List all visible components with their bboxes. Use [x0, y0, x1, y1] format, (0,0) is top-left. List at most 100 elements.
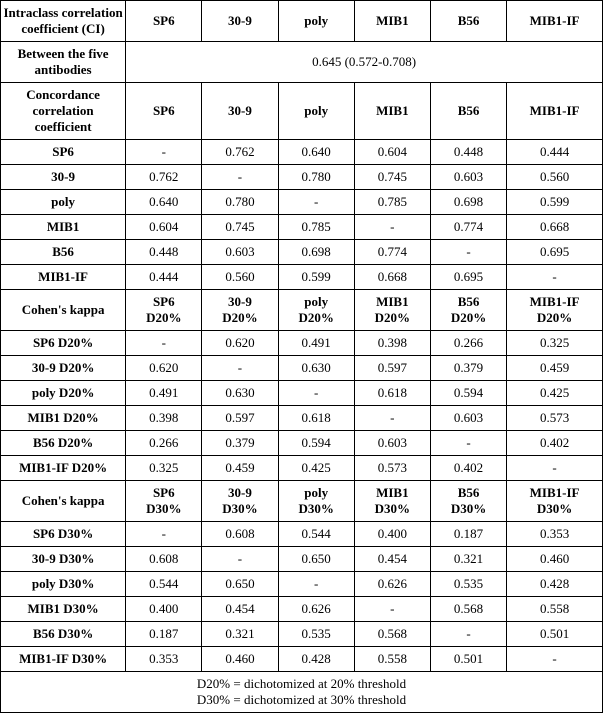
value-cell: 0.668	[354, 265, 430, 290]
value-cell: 0.608	[202, 522, 278, 547]
value-cell: -	[126, 140, 202, 165]
table-row: Intraclass correlation coefficient (CI)S…	[1, 1, 603, 42]
value-cell: 0.698	[278, 240, 354, 265]
value-cell: 0.400	[126, 597, 202, 622]
col-header: polyD30%	[278, 481, 354, 522]
row-header: MIB1-IF	[1, 265, 126, 290]
col-header: SP6	[126, 1, 202, 42]
row-header: poly	[1, 190, 126, 215]
table-row: MIB1 D20%0.3980.5970.618-0.6030.573	[1, 406, 603, 431]
value-cell: -	[202, 165, 278, 190]
row-header: 30-9 D20%	[1, 356, 126, 381]
value-cell: -	[202, 547, 278, 572]
value-cell: 0.459	[507, 356, 603, 381]
col-header: MIB1	[354, 83, 430, 140]
table-row: B56 D30%0.1870.3210.5350.568-0.501	[1, 622, 603, 647]
table-row: SP6 D30%-0.6080.5440.4000.1870.353	[1, 522, 603, 547]
value-cell: 0.448	[430, 140, 506, 165]
value-cell: 0.630	[202, 381, 278, 406]
col-header: MIB1-IFD30%	[507, 481, 603, 522]
value-cell: 0.785	[278, 215, 354, 240]
table-row: SP6 D20%-0.6200.4910.3980.2660.325	[1, 331, 603, 356]
col-header: MIB1-IF	[507, 83, 603, 140]
table-row: Cohen's kappaSP6D20%30-9D20%polyD20% MIB1…	[1, 290, 603, 331]
value-cell: 0.535	[430, 572, 506, 597]
value-cell: 0.321	[430, 547, 506, 572]
value-cell: 0.460	[507, 547, 603, 572]
value-cell: 0.428	[278, 647, 354, 672]
value-cell: 0.630	[278, 356, 354, 381]
value-cell: 0.459	[202, 456, 278, 481]
value-cell: 0.558	[354, 647, 430, 672]
value-cell: 0.650	[278, 547, 354, 572]
table-row: Concordance correlation coefficientSP630…	[1, 83, 603, 140]
value-cell: 0.560	[202, 265, 278, 290]
value-cell: 0.325	[507, 331, 603, 356]
value-cell: 0.379	[202, 431, 278, 456]
value-cell: -	[278, 190, 354, 215]
value-cell: -	[354, 215, 430, 240]
value-cell: 0.604	[354, 140, 430, 165]
col-header: poly	[278, 83, 354, 140]
value-cell: -	[507, 456, 603, 481]
value-cell: 0.491	[126, 381, 202, 406]
col-header: MIB1-IFD20%	[507, 290, 603, 331]
value-cell: 0.266	[126, 431, 202, 456]
col-header: 30-9	[202, 83, 278, 140]
value-cell: 0.568	[430, 597, 506, 622]
row-header: poly D30%	[1, 572, 126, 597]
value-cell: 0.428	[507, 572, 603, 597]
table-row: Cohen's kappaSP6D30%30-9D30%polyD30%MIB1…	[1, 481, 603, 522]
row-header: SP6	[1, 140, 126, 165]
value-cell: -	[430, 240, 506, 265]
value-cell: 0.321	[202, 622, 278, 647]
table-row: B560.4480.6030.6980.774-0.695	[1, 240, 603, 265]
value-cell: -	[507, 265, 603, 290]
col-header: B56	[430, 83, 506, 140]
value-cell: -	[354, 406, 430, 431]
value-cell: 0.668	[507, 215, 603, 240]
col-header: 30-9D20%	[202, 290, 278, 331]
header-icc: Intraclass correlation coefficient (CI)	[1, 1, 126, 42]
col-header: SP6D20%	[126, 290, 202, 331]
table-row: Between the five antibodies0.645 (0.572-…	[1, 42, 603, 83]
col-header: MIB1	[354, 1, 430, 42]
row-header: SP6 D20%	[1, 331, 126, 356]
value-cell: 0.695	[507, 240, 603, 265]
value-cell: 0.597	[354, 356, 430, 381]
value-cell: 0.535	[278, 622, 354, 647]
table-row: 30-90.762-0.7800.7450.6030.560	[1, 165, 603, 190]
value-cell: 0.460	[202, 647, 278, 672]
value-cell: 0.568	[354, 622, 430, 647]
value-cell: 0.780	[202, 190, 278, 215]
value-cell: 0.573	[507, 406, 603, 431]
value-cell: 0.398	[126, 406, 202, 431]
value-cell: -	[126, 522, 202, 547]
value-cell: 0.599	[278, 265, 354, 290]
table-row: MIB1-IF D20%0.3250.4590.4250.5730.402-	[1, 456, 603, 481]
value-cell: 0.762	[202, 140, 278, 165]
table-row: 30-9 D20%0.620-0.6300.5970.3790.459	[1, 356, 603, 381]
table-row: SP6-0.7620.6400.6040.4480.444	[1, 140, 603, 165]
value-cell: 0.650	[202, 572, 278, 597]
value-cell: 0.620	[202, 331, 278, 356]
value-cell: 0.599	[507, 190, 603, 215]
row-header: MIB1	[1, 215, 126, 240]
value-cell: 0.353	[126, 647, 202, 672]
value-cell: 0.454	[354, 547, 430, 572]
col-header: polyD20%	[278, 290, 354, 331]
value-cell: -	[202, 356, 278, 381]
table-row: MIB1-IF0.4440.5600.5990.6680.695-	[1, 265, 603, 290]
header-cohens-kappa-d20: Cohen's kappa	[1, 290, 126, 331]
value-cell: 0.501	[507, 622, 603, 647]
row-header: MIB1 D30%	[1, 597, 126, 622]
header-cohens-kappa-d30: Cohen's kappa	[1, 481, 126, 522]
value-cell: -	[354, 597, 430, 622]
value-cell: -	[278, 381, 354, 406]
value-cell: 0.603	[430, 165, 506, 190]
col-header: SP6	[126, 83, 202, 140]
value-cell: 0.491	[278, 331, 354, 356]
value-cell: 0.603	[202, 240, 278, 265]
value-cell: 0.640	[278, 140, 354, 165]
table-row: poly D30%0.5440.650-0.6260.5350.428	[1, 572, 603, 597]
